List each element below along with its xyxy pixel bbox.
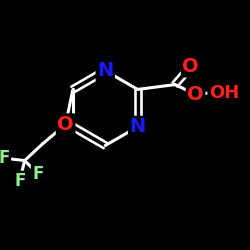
- Text: N: N: [97, 61, 114, 80]
- Text: N: N: [130, 117, 146, 136]
- Text: O: O: [57, 115, 74, 134]
- Text: F: F: [0, 149, 10, 167]
- Text: F: F: [14, 172, 26, 190]
- Text: O: O: [182, 57, 199, 76]
- Text: OH: OH: [209, 84, 239, 102]
- Text: O: O: [187, 85, 204, 104]
- Text: F: F: [32, 165, 44, 183]
